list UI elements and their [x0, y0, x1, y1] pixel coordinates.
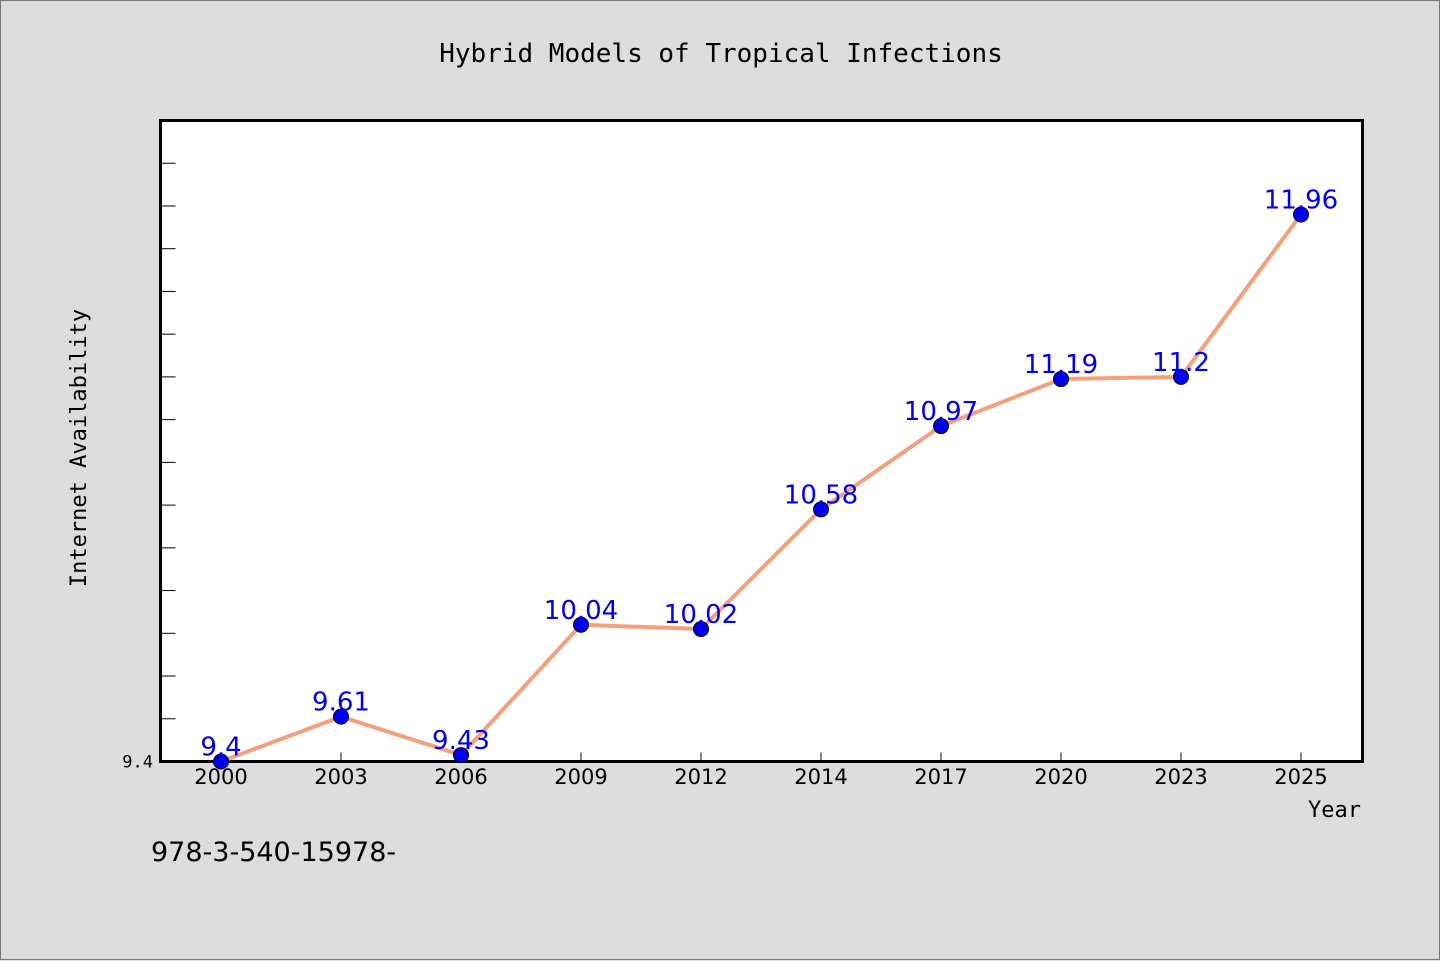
y-axis-tick-labels: 9.4 — [122, 753, 153, 773]
footer-isbn: 978-3-540-15978- — [151, 837, 397, 868]
x-tick-label: 2025 — [1274, 765, 1327, 789]
data-point — [813, 501, 829, 518]
data-point — [693, 621, 709, 638]
x-tick-label: 2014 — [794, 765, 847, 789]
data-point — [1293, 206, 1309, 223]
y-axis-ticks — [160, 162, 176, 720]
x-tick-label: 2020 — [1034, 765, 1087, 789]
data-label: 11.96 — [1264, 186, 1338, 216]
data-label: 9.61 — [312, 688, 370, 718]
data-point — [933, 418, 949, 435]
data-point — [573, 616, 589, 633]
x-tick-label: 2012 — [674, 765, 727, 789]
data-point — [213, 753, 229, 770]
data-label: 10.04 — [544, 596, 618, 626]
x-tick-label: 2006 — [434, 765, 487, 789]
x-tick-label: 2003 — [314, 765, 367, 789]
data-label: 11.19 — [1024, 350, 1098, 380]
chart-title: Hybrid Models of Tropical Infections — [439, 39, 1003, 69]
x-axis-tick-labels: 2000 2003 2006 2009 2012 2014 2017 2020 2023 2025 — [194, 765, 1327, 789]
data-point — [1053, 371, 1069, 388]
data-point — [453, 747, 469, 764]
x-tick-label: 2000 — [194, 765, 247, 789]
data-markers — [213, 206, 1309, 770]
x-tick-label: 2023 — [1154, 765, 1207, 789]
data-point — [1173, 368, 1189, 385]
data-label: 10.97 — [904, 397, 978, 427]
data-label: 11.2 — [1152, 348, 1210, 378]
plot-area — [159, 119, 1364, 763]
x-axis-label: Year — [1308, 798, 1361, 823]
x-tick-label: 2017 — [914, 765, 967, 789]
y-axis-label: Internet Availability — [67, 309, 92, 587]
data-point — [333, 708, 349, 725]
data-labels: 9.4 9.61 9.43 10.04 10.02 10.58 10.97 11.19 11.2… — [200, 186, 1338, 763]
y-tick-label: 9.4 — [122, 753, 153, 773]
data-label: 10.58 — [784, 480, 858, 510]
series-line-group — [219, 212, 1303, 764]
series-line — [219, 212, 1303, 764]
data-label: 9.4 — [200, 733, 241, 763]
data-label: 9.43 — [432, 726, 490, 756]
data-label: 10.02 — [664, 600, 738, 630]
x-tick-label: 2009 — [554, 765, 607, 789]
